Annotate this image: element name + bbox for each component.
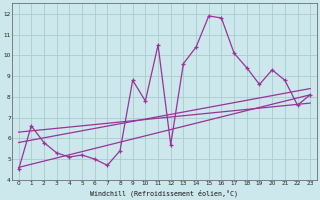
X-axis label: Windchill (Refroidissement éolien,°C): Windchill (Refroidissement éolien,°C) [90, 189, 238, 197]
